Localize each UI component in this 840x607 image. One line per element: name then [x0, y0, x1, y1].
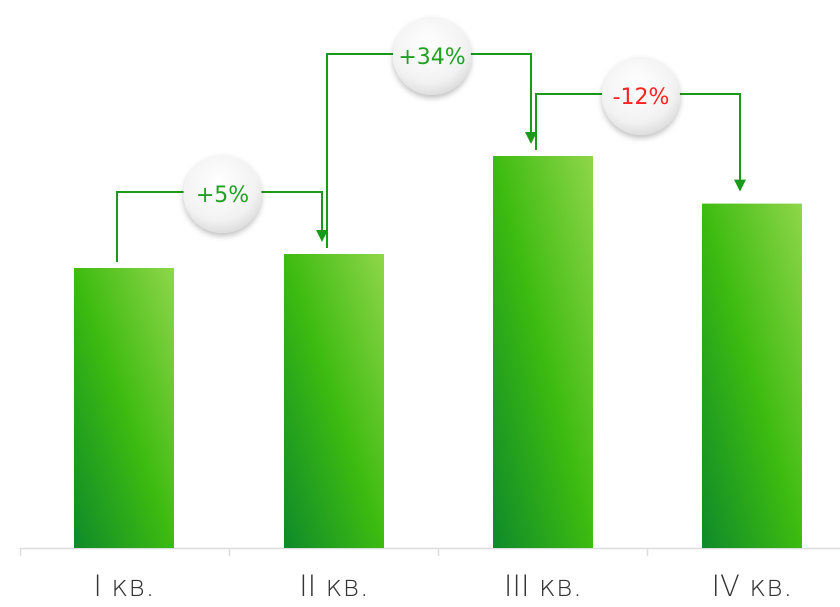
category-label: III кв.: [504, 569, 582, 603]
badge-circle: [183, 155, 262, 233]
bar-4: [702, 203, 802, 548]
bar-1: [74, 268, 174, 548]
badge-circle: [393, 17, 471, 95]
bar-3: [493, 156, 593, 548]
change-label: +5%: [196, 183, 249, 208]
change-label: -12%: [613, 85, 670, 110]
bar-2: [284, 254, 384, 548]
change-badge: -12%: [602, 57, 680, 135]
change-label: +34%: [398, 45, 465, 70]
change-badges: +5% +34% -12%: [183, 17, 680, 233]
change-badge: +5%: [183, 155, 262, 233]
x-axis: [19, 547, 840, 556]
arrow-down-icon: [525, 132, 537, 144]
category-label: IV кв.: [711, 569, 792, 603]
arrow-down-icon: [734, 179, 746, 192]
category-label: II кв.: [299, 569, 369, 603]
arrow-down-icon: [316, 230, 328, 242]
category-label: I кв.: [93, 569, 154, 603]
category-labels: I кв. II кв. III кв. IV кв.: [93, 569, 792, 603]
bars: [74, 156, 802, 548]
badge-circle: [602, 57, 680, 135]
change-badge: +34%: [393, 17, 471, 95]
